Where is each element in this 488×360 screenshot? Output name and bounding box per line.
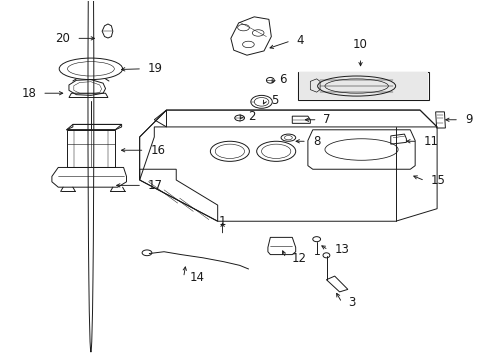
Text: 5: 5 [271,94,278,107]
Text: 11: 11 [423,135,438,148]
Text: 9: 9 [464,113,471,126]
Text: 18: 18 [21,87,36,100]
Text: 8: 8 [312,135,320,148]
Text: 16: 16 [150,144,165,157]
Text: 15: 15 [430,174,445,187]
Polygon shape [299,72,427,100]
Text: 7: 7 [323,113,330,126]
Text: 2: 2 [247,110,255,123]
Text: 1: 1 [218,215,226,228]
Text: 4: 4 [296,34,304,48]
Text: 17: 17 [148,179,163,192]
Text: 20: 20 [56,32,70,45]
Text: 19: 19 [148,62,163,75]
Text: 13: 13 [333,243,348,256]
Text: 3: 3 [347,296,354,309]
Text: 6: 6 [279,73,286,86]
Text: 14: 14 [189,271,204,284]
Text: 10: 10 [352,38,367,51]
Text: 12: 12 [291,252,306,265]
